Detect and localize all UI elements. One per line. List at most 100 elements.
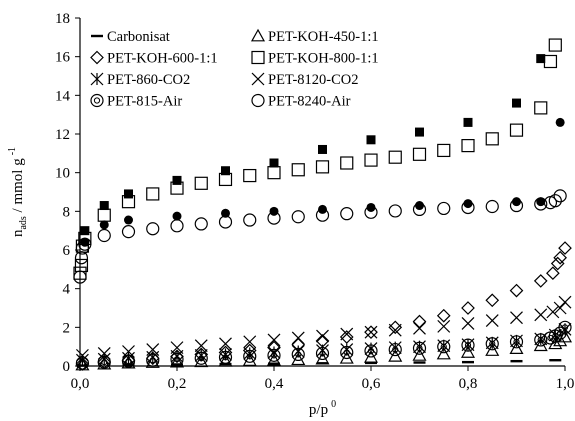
data-point — [219, 337, 232, 351]
x-tick-label: 0,6 — [362, 376, 381, 392]
data-point — [318, 204, 327, 214]
data-point — [546, 266, 560, 281]
data-point — [412, 314, 427, 329]
data-point — [73, 266, 87, 280]
x-axis-title: p/p 0 — [309, 399, 336, 418]
legend: Carbonisat PET-KOH-450-1:1 PET-KOH-600-1:1… — [90, 28, 379, 110]
axes — [79, 18, 565, 367]
data-point — [364, 325, 378, 340]
legend-entry: PET-8120-CO2 — [251, 72, 359, 88]
data-point — [534, 308, 548, 322]
data-point — [194, 176, 208, 190]
data-point — [364, 325, 378, 339]
data-point — [97, 208, 111, 222]
data-point — [340, 156, 354, 170]
data-point — [461, 317, 475, 330]
data-point — [73, 270, 87, 284]
data-point — [146, 187, 160, 201]
data-point — [315, 346, 330, 361]
legend-entry: PET-KOH-450-1:1 — [250, 28, 379, 45]
series-layer — [73, 38, 573, 371]
data-point — [80, 226, 90, 236]
data-point — [121, 353, 136, 368]
data-point — [99, 220, 109, 230]
y-axis-ticks: 0 2 4 6 8 10 12 14 16 18 — [55, 11, 80, 375]
data-point — [80, 237, 90, 247]
data-point — [548, 38, 562, 52]
legend-label: PET-KOH-800-1:1 — [268, 51, 379, 67]
data-point — [366, 135, 376, 145]
legend-marker — [90, 72, 104, 86]
data-point — [172, 211, 182, 221]
data-point — [536, 54, 546, 64]
data-point — [242, 353, 257, 366]
legend-label: PET-8120-CO2 — [268, 72, 359, 88]
y-tick-label: 0 — [63, 359, 71, 375]
x-tick-label: 0,0 — [71, 376, 90, 392]
x-tick-label: 0,2 — [168, 376, 187, 392]
legend-marker — [250, 28, 266, 42]
data-point — [221, 208, 230, 218]
y-tick-label: 6 — [63, 243, 71, 259]
y-axis-title-sub: ads — [18, 216, 29, 229]
y-tick-label: 18 — [55, 11, 70, 27]
data-point — [340, 327, 354, 341]
legend-marker — [251, 72, 265, 86]
series-pet-8240-air-desorption — [80, 117, 565, 247]
y-tick-label: 16 — [55, 50, 71, 66]
data-point — [267, 348, 281, 362]
data-point — [558, 320, 572, 334]
x-tick-label: 0,8 — [459, 376, 478, 392]
data-point — [553, 333, 568, 347]
data-point — [388, 342, 402, 357]
legend-entry: PET-860-CO2 — [90, 72, 190, 88]
data-point — [243, 335, 257, 349]
data-point — [388, 150, 402, 164]
data-point — [534, 333, 548, 347]
data-point — [221, 166, 230, 176]
data-point — [218, 350, 233, 364]
y-tick-label: 8 — [63, 204, 71, 220]
y-axis-title-unit: / mmol g — [10, 158, 26, 216]
data-point — [146, 343, 160, 356]
data-point — [99, 201, 109, 211]
data-point — [388, 320, 403, 335]
data-point — [463, 117, 473, 127]
legend-entry: PET-KOH-600-1:1 — [90, 51, 218, 67]
data-point — [415, 201, 424, 211]
y-tick-label: 12 — [55, 127, 70, 143]
legend-marker — [251, 50, 265, 65]
series-pet-koh-800-1-1-desorption — [80, 54, 546, 236]
data-point — [194, 351, 208, 365]
data-point — [146, 222, 160, 236]
data-point — [170, 352, 184, 366]
data-point — [316, 329, 329, 343]
data-point — [463, 199, 473, 209]
data-point — [509, 123, 524, 137]
data-point — [170, 341, 184, 355]
data-point — [124, 189, 133, 199]
data-point — [412, 348, 427, 361]
data-point — [121, 354, 136, 368]
data-point — [536, 197, 546, 207]
data-point — [388, 323, 402, 337]
data-point — [412, 147, 427, 161]
data-point — [388, 349, 403, 362]
y-axis-title-n: n — [10, 229, 26, 237]
y-tick-label: 10 — [55, 166, 70, 182]
data-point — [291, 347, 305, 361]
data-point — [512, 98, 521, 108]
data-point — [170, 219, 184, 233]
y-tick-label: 14 — [55, 88, 71, 104]
data-point — [437, 143, 451, 158]
data-point — [533, 274, 548, 288]
data-point — [509, 335, 524, 349]
legend-label: PET-KOH-450-1:1 — [268, 29, 379, 45]
data-point — [461, 301, 475, 315]
legend-entry: PET-KOH-800-1:1 — [251, 50, 379, 67]
data-point — [461, 338, 475, 352]
data-point — [75, 357, 90, 371]
data-point — [437, 201, 451, 216]
data-point — [485, 336, 499, 350]
